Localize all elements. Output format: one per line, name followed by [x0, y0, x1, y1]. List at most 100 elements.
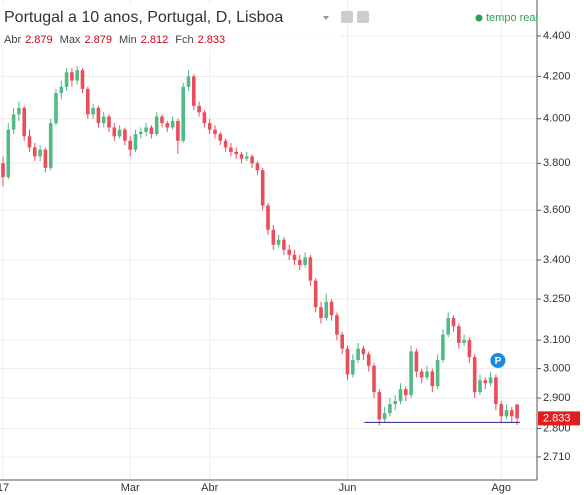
y-tick-label: 2.710: [543, 451, 571, 463]
candle-body: [54, 93, 58, 124]
candle-body: [197, 105, 201, 113]
candle-body: [64, 72, 69, 87]
candle-body: [133, 134, 138, 150]
y-tick-label: 3.000: [543, 363, 571, 375]
y-tick-label: 4.200: [543, 70, 571, 82]
candle-body: [160, 116, 164, 124]
marker-badge: [490, 352, 506, 368]
candle-body: [91, 107, 95, 115]
status-dot: [475, 14, 483, 22]
candle-body: [80, 70, 85, 89]
candle-body: [149, 127, 154, 135]
candle-body: [186, 76, 191, 87]
candle-body: [356, 348, 360, 360]
y-tick-label: 3.250: [543, 293, 571, 305]
close-icon[interactable]: [357, 11, 369, 23]
candle-body: [234, 151, 238, 155]
settings-icon[interactable]: [341, 11, 353, 23]
ohlc-value: 2.879: [84, 34, 112, 46]
candle-body: [245, 156, 249, 159]
dropdown-icon[interactable]: [323, 16, 329, 20]
candle-body: [38, 149, 42, 157]
candle-body: [123, 129, 127, 141]
candle-body: [462, 340, 466, 343]
candle-body: [86, 88, 90, 115]
marker-label: P: [495, 356, 502, 367]
y-tick-label: 2.900: [543, 392, 571, 404]
candle-body: [388, 404, 392, 414]
candle-body: [192, 76, 196, 106]
candle-body: [6, 129, 11, 178]
candle-body: [11, 114, 16, 130]
candle-body: [467, 340, 472, 358]
candle-body: [372, 365, 376, 393]
candle-body: [414, 351, 419, 372]
candle-body: [139, 131, 143, 135]
status: tempo real: [486, 12, 538, 24]
x-tick-label: Ago: [491, 482, 511, 494]
candle-body: [404, 389, 408, 396]
ohlc-value: 2.812: [141, 34, 169, 46]
candle-body: [478, 380, 482, 393]
x-tick-label: Jun: [339, 482, 357, 494]
candle-body: [266, 205, 270, 230]
candle-body: [441, 334, 445, 360]
candle-body: [515, 404, 519, 419]
candle-body: [229, 147, 233, 152]
candle-body: [202, 112, 207, 124]
candle-body: [260, 170, 265, 206]
ohlc-label: Abr: [4, 34, 21, 46]
x-tick-label: 17: [0, 482, 9, 494]
header-bg: [0, 4, 340, 50]
candle-body: [22, 107, 26, 137]
candle-body: [144, 127, 148, 132]
candle-body: [176, 120, 180, 141]
candle-body: [409, 351, 413, 396]
candle-body: [446, 318, 450, 335]
candle-body: [319, 307, 323, 319]
candle-body: [33, 147, 37, 157]
candle-body: [112, 127, 117, 137]
candle-body: [75, 70, 79, 81]
candle-body: [170, 120, 175, 128]
candle-body: [250, 156, 254, 164]
candle-body: [48, 123, 53, 168]
candle-body: [107, 116, 111, 128]
candle-body: [504, 410, 509, 417]
y-tick-label: 3.400: [543, 254, 571, 266]
candle-body: [345, 348, 350, 375]
last-price-label: 2.833: [543, 412, 571, 424]
candle-body: [457, 326, 461, 343]
candle-body: [366, 354, 371, 366]
candle-body: [329, 301, 334, 316]
candle-body: [96, 107, 101, 124]
ohlc-value: 2.879: [25, 34, 53, 46]
candle-body: [218, 134, 223, 141]
x-tick-label: Abr: [201, 482, 218, 494]
candle-body: [165, 123, 170, 128]
candle-body: [101, 116, 106, 124]
candle-body: [483, 380, 488, 384]
y-tick-label: 3.800: [543, 157, 571, 169]
ohlc-label: Min: [119, 34, 137, 46]
candle-body: [27, 136, 32, 148]
grid: [0, 0, 537, 480]
y-tick-label: 3.600: [543, 204, 571, 216]
candle-body: [451, 318, 456, 327]
candle-body: [303, 257, 307, 266]
candle-body: [223, 140, 228, 148]
candle-body: [128, 140, 132, 150]
candle-body: [499, 404, 503, 417]
candle-body: [419, 371, 424, 378]
candle-body: [393, 401, 397, 405]
candle-body: [430, 371, 435, 387]
candle-body: [472, 357, 477, 393]
candle-body: [17, 107, 21, 115]
candle-body: [298, 259, 302, 266]
ohlc-label: Max: [60, 34, 81, 46]
y-tick-label: 4.400: [543, 30, 571, 42]
last-price-box: [538, 411, 580, 426]
y-tick-label: 4.000: [543, 113, 571, 125]
x-tick-label: Mar: [121, 482, 140, 494]
candle-body: [1, 163, 5, 178]
